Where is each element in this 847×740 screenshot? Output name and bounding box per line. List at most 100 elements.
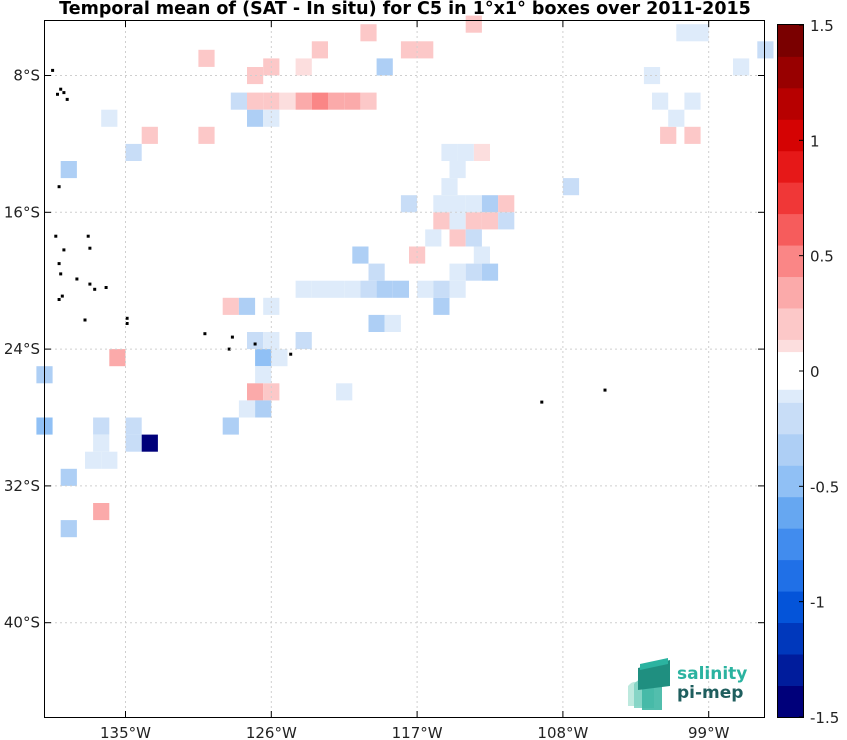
data-cell bbox=[360, 280, 377, 298]
data-cell bbox=[60, 161, 77, 179]
data-cell bbox=[93, 503, 110, 521]
data-cell bbox=[668, 109, 685, 127]
colorbar-band bbox=[778, 496, 803, 529]
data-cell bbox=[417, 280, 434, 298]
data-cell bbox=[311, 280, 328, 298]
x-axis-ticks: 135°W 126°W 117°W 108°W 99°W bbox=[100, 21, 730, 740]
data-cell bbox=[449, 280, 466, 298]
colorbar-tick-label: 0.5 bbox=[810, 248, 834, 266]
island-marker bbox=[603, 388, 607, 392]
colorbar-band bbox=[778, 591, 803, 624]
map-frame bbox=[44, 20, 765, 718]
data-cell bbox=[295, 92, 312, 110]
y-tick-label: 24°S bbox=[4, 340, 40, 358]
data-cell bbox=[222, 417, 239, 435]
data-cell bbox=[247, 332, 264, 350]
data-cell bbox=[433, 212, 450, 230]
data-cell bbox=[247, 109, 264, 127]
data-cell bbox=[465, 195, 482, 213]
data-cell bbox=[676, 24, 693, 42]
data-cell bbox=[465, 212, 482, 230]
data-cell bbox=[336, 383, 353, 401]
colorbar-band bbox=[778, 559, 803, 592]
island-marker bbox=[93, 287, 97, 291]
colorbar-band bbox=[778, 465, 803, 498]
island-marker bbox=[125, 322, 129, 325]
island-marker bbox=[88, 282, 92, 286]
data-cell bbox=[295, 280, 312, 298]
data-cell bbox=[498, 195, 515, 213]
y-axis-ticks: 8°S 16°S 24°S 32°S 40°S bbox=[4, 67, 764, 632]
island-marker bbox=[59, 272, 63, 276]
colorbar-tick-label: -1 bbox=[810, 594, 825, 612]
data-cell bbox=[692, 24, 709, 42]
x-tick-label: 126°W bbox=[246, 724, 297, 740]
colorbar-tick-label: -0.5 bbox=[810, 478, 839, 496]
data-cell bbox=[352, 246, 369, 264]
data-cell bbox=[125, 417, 142, 435]
island-marker bbox=[227, 347, 231, 351]
island-marker bbox=[230, 335, 234, 339]
y-tick-label: 40°S bbox=[4, 614, 40, 632]
data-cell bbox=[449, 263, 466, 281]
data-cell bbox=[141, 126, 158, 144]
data-cell bbox=[481, 263, 499, 281]
data-cell bbox=[230, 92, 247, 110]
colorbar-band bbox=[778, 685, 803, 718]
island-marker bbox=[54, 234, 58, 238]
data-cell bbox=[271, 349, 288, 367]
data-cell bbox=[93, 417, 110, 435]
logo-salinity-text: salinity bbox=[677, 664, 747, 684]
data-cell bbox=[238, 297, 256, 315]
data-cell bbox=[457, 143, 474, 161]
gridlines bbox=[45, 21, 764, 717]
data-cell bbox=[247, 92, 264, 110]
colorbar-frame bbox=[777, 24, 804, 718]
island-marker bbox=[104, 286, 108, 289]
data-cell bbox=[125, 143, 142, 161]
colorbar-band bbox=[778, 119, 803, 152]
data-cell bbox=[465, 263, 482, 281]
colorbar-bands bbox=[778, 25, 803, 718]
data-cell bbox=[433, 195, 450, 213]
data-cell bbox=[449, 229, 466, 247]
island-marker bbox=[59, 87, 63, 91]
data-cell bbox=[376, 58, 393, 76]
colorbar-band bbox=[778, 276, 803, 309]
data-cell bbox=[295, 332, 312, 350]
data-cell bbox=[376, 280, 393, 298]
colorbar-band bbox=[778, 402, 803, 435]
data-cell bbox=[733, 58, 750, 76]
x-tick-label: 135°W bbox=[100, 724, 151, 740]
data-cell bbox=[757, 41, 774, 59]
data-cell bbox=[384, 314, 401, 332]
colorbar-band bbox=[778, 308, 803, 340]
colorbar-band bbox=[778, 87, 803, 120]
colorbar-band bbox=[778, 182, 803, 215]
island-marker bbox=[253, 342, 257, 346]
data-cell bbox=[263, 109, 280, 127]
colorbar-band bbox=[778, 433, 803, 466]
map-title: Temporal mean of (SAT - In situ) for C5 … bbox=[59, 0, 751, 19]
island-marker bbox=[75, 277, 79, 281]
data-cell bbox=[473, 246, 490, 264]
data-cell bbox=[101, 109, 118, 127]
data-cell bbox=[409, 246, 426, 264]
data-cell bbox=[441, 178, 458, 196]
data-cell bbox=[562, 178, 580, 196]
data-cell bbox=[222, 297, 239, 315]
data-cell bbox=[498, 212, 515, 230]
colorbar-band bbox=[778, 56, 803, 89]
y-tick-label: 8°S bbox=[13, 67, 40, 85]
data-cell bbox=[60, 468, 77, 486]
data-cell bbox=[238, 400, 256, 418]
colorbar-tick-label: 1.5 bbox=[810, 17, 834, 35]
data-cell bbox=[400, 41, 418, 59]
data-cell bbox=[85, 451, 102, 469]
colorbar-band bbox=[778, 622, 803, 655]
islands bbox=[51, 68, 607, 404]
data-cell bbox=[60, 520, 77, 538]
island-marker bbox=[88, 246, 92, 250]
